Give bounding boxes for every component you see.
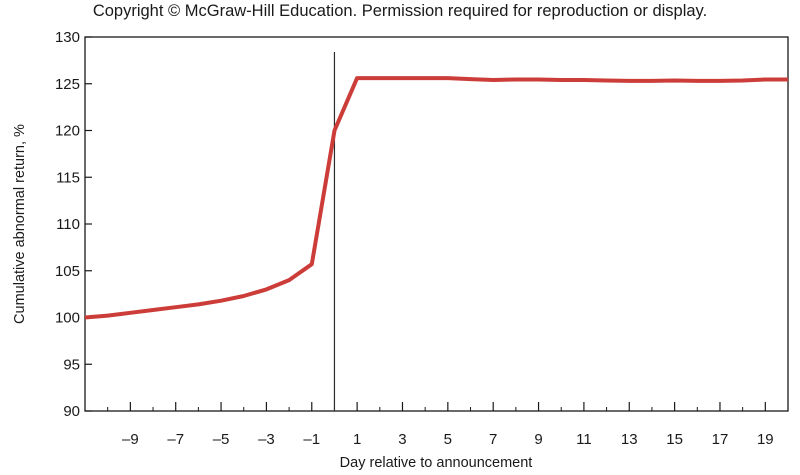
x-tick-label: 3 [398, 431, 406, 448]
x-tick-label: 17 [712, 431, 729, 448]
x-axis-title: Day relative to announcement [340, 455, 533, 471]
x-tick-label: –3 [258, 431, 275, 448]
y-tick-label: 95 [63, 356, 80, 373]
x-tick-label: 19 [757, 431, 774, 448]
copyright-notice: Copyright © McGraw-Hill Education. Permi… [92, 2, 708, 20]
x-tick-label: –1 [303, 431, 320, 448]
series-line [84, 76, 788, 320]
x-tick-label: 15 [666, 431, 683, 448]
x-tick-label: 1 [353, 431, 361, 448]
x-tick-label: –5 [213, 431, 230, 448]
x-tick-label: 11 [576, 431, 592, 448]
y-axis-title: Cumulative abnormal return, % [12, 124, 28, 324]
y-tick-label: 110 [56, 216, 80, 233]
x-tick-label: –7 [167, 431, 184, 448]
x-tick-label: 13 [621, 431, 638, 448]
y-tick-label: 105 [55, 263, 80, 280]
y-tick-label: 130 [55, 29, 80, 46]
y-tick-label: 90 [63, 403, 80, 420]
x-tick-labels: –9 –7 –5 –3 –1 1 3 5 7 9 11 13 15 17 19 [122, 431, 774, 448]
x-tick-label: –9 [122, 431, 139, 448]
x-tick-label: 7 [489, 431, 497, 448]
y-tick-label: 125 [55, 76, 80, 93]
x-tick-label: 9 [534, 431, 542, 448]
y-tick-labels: 90 95 100 105 110 115 120 125 130 [55, 29, 80, 420]
plot-frame [84, 36, 789, 412]
x-tick-label: 5 [444, 431, 452, 448]
y-tick-label: 100 [55, 310, 80, 327]
y-tick-label: 115 [56, 169, 80, 186]
y-tick-label: 120 [55, 123, 80, 140]
